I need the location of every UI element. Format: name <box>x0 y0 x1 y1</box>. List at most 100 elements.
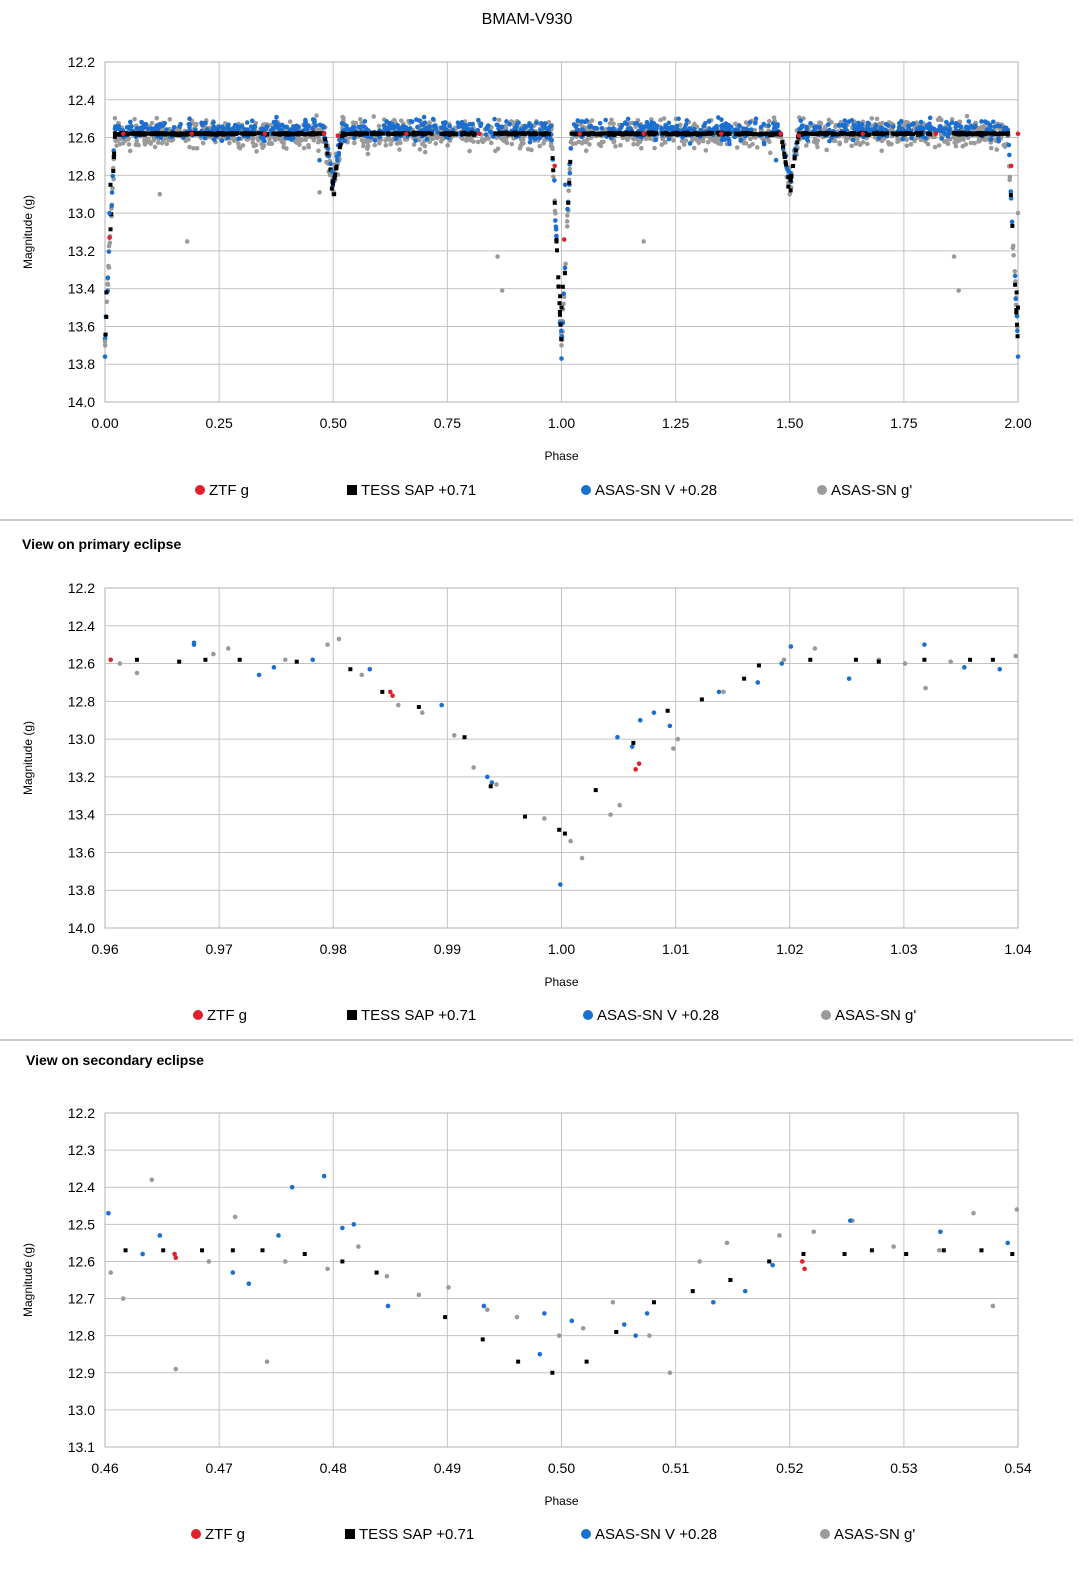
y-tick-label: 12.8 <box>68 693 95 709</box>
y-tick-label: 13.6 <box>68 318 95 334</box>
asassn-g-point <box>753 135 758 140</box>
asassn-g-point <box>771 115 777 120</box>
tess-sap-point <box>1013 282 1018 287</box>
asassn-v-point <box>941 127 947 132</box>
asassn-g-point <box>352 140 357 146</box>
tess-sap-point <box>213 132 218 137</box>
asassn-v-point <box>536 135 542 141</box>
asassn-v-point <box>752 120 758 126</box>
asassn-v-point <box>611 126 616 131</box>
tess-sap-point <box>439 131 444 136</box>
y-tick-label: 13.0 <box>68 731 95 747</box>
x-axis-label: Phase <box>544 449 578 463</box>
tess-sap-point <box>584 1359 589 1364</box>
asassn-v-point <box>504 119 509 124</box>
tess-sap-point <box>710 131 715 136</box>
asassn-g-point <box>956 288 961 293</box>
asassn-g-point <box>561 301 566 307</box>
asassn-v-point <box>565 206 570 212</box>
asassn-g-point <box>1012 269 1018 274</box>
asassn-v-point <box>742 1288 748 1294</box>
asassn-g-point <box>660 136 665 142</box>
tess-sap-point <box>698 132 703 137</box>
asassn-g-point <box>142 138 147 144</box>
asassn-g-point <box>102 343 108 348</box>
asassn-v-point <box>156 124 162 130</box>
asassn-g-point <box>551 174 556 179</box>
tess-sap-point <box>879 131 884 136</box>
tess-sap-point <box>559 337 564 342</box>
tess-sap-point <box>550 156 555 161</box>
y-tick-label: 12.3 <box>68 1142 95 1158</box>
asassn-g-point <box>865 141 870 147</box>
asassn-v-point <box>317 157 322 163</box>
x-tick-label: 1.00 <box>548 415 575 431</box>
tess-sap-point <box>196 131 201 136</box>
x-tick-label: 0.75 <box>434 415 461 431</box>
asassn-g-point <box>311 137 317 143</box>
asassn-g-point <box>200 140 206 146</box>
asassn-v-point <box>771 121 776 126</box>
asassn-v-point <box>351 1222 357 1227</box>
asassn-g-point <box>1011 252 1016 258</box>
tess-sap-point <box>317 131 322 136</box>
asassn-v-point <box>158 135 164 141</box>
asassn-g-point <box>938 132 944 138</box>
asassn-g-point <box>1001 142 1007 148</box>
tess-sap-point <box>251 131 256 136</box>
asassn-g-point <box>365 151 371 157</box>
asassn-g-point <box>908 141 914 147</box>
tess-sap-point <box>650 132 655 137</box>
asassn-v-point <box>310 125 316 131</box>
asassn-v-point <box>187 116 192 122</box>
legend-label: ASAS-SN V +0.28 <box>595 482 717 499</box>
asassn-v-point <box>441 123 447 129</box>
tess-sap-point <box>334 166 339 171</box>
tess-sap-point <box>374 1270 379 1275</box>
asassn-v-point <box>734 127 739 133</box>
asassn-v-point <box>443 127 448 133</box>
asassn-v-point <box>273 123 278 129</box>
tess-sap-point <box>941 1248 946 1253</box>
tess-sap-point <box>210 131 215 136</box>
tess-sap-point <box>123 1248 128 1253</box>
asassn-v-point <box>618 125 624 130</box>
asassn-v-point <box>973 123 978 129</box>
asassn-g-point <box>110 185 115 191</box>
tess-sap-point <box>818 131 823 136</box>
asassn-g-point <box>225 646 231 651</box>
asassn-g-point <box>556 1333 562 1338</box>
tess-sap-point <box>623 131 628 136</box>
asassn-v-point <box>537 1351 543 1357</box>
asassn-v-point <box>142 122 148 128</box>
legend-label: ASAS-SN g' <box>834 1526 915 1543</box>
asassn-v-point <box>313 123 319 128</box>
asassn-g-point <box>184 239 190 244</box>
tess-sap-point <box>229 131 234 136</box>
asassn-v-point <box>687 126 693 131</box>
asassn-v-point <box>343 127 348 133</box>
y-tick-label: 14.0 <box>68 394 95 410</box>
asassn-g-point <box>952 140 957 145</box>
asassn-g-point <box>371 114 377 119</box>
tess-sap-point <box>780 140 785 145</box>
x-tick-label: 0.00 <box>91 415 118 431</box>
tess-sap-point <box>347 132 352 137</box>
tess-sap-point <box>823 131 828 136</box>
asassn-g-point <box>387 137 392 142</box>
asassn-v-point <box>447 123 452 129</box>
legend-item: ASAS-SN g' <box>820 1526 915 1543</box>
asassn-v-point <box>140 1251 145 1257</box>
asassn-g-point <box>983 137 989 142</box>
tess-sap-point <box>207 131 212 136</box>
asassn-g-point <box>760 136 766 142</box>
asassn-g-point <box>376 123 382 129</box>
asassn-v-point <box>770 1262 775 1268</box>
tess-sap-point <box>789 174 794 179</box>
asassn-v-point <box>568 146 574 151</box>
asassn-g-point <box>397 147 402 152</box>
legend-item: ASAS-SN g' <box>817 482 912 499</box>
asassn-v-point <box>716 689 722 695</box>
asassn-g-point <box>340 114 345 120</box>
asassn-g-point <box>610 1299 616 1305</box>
